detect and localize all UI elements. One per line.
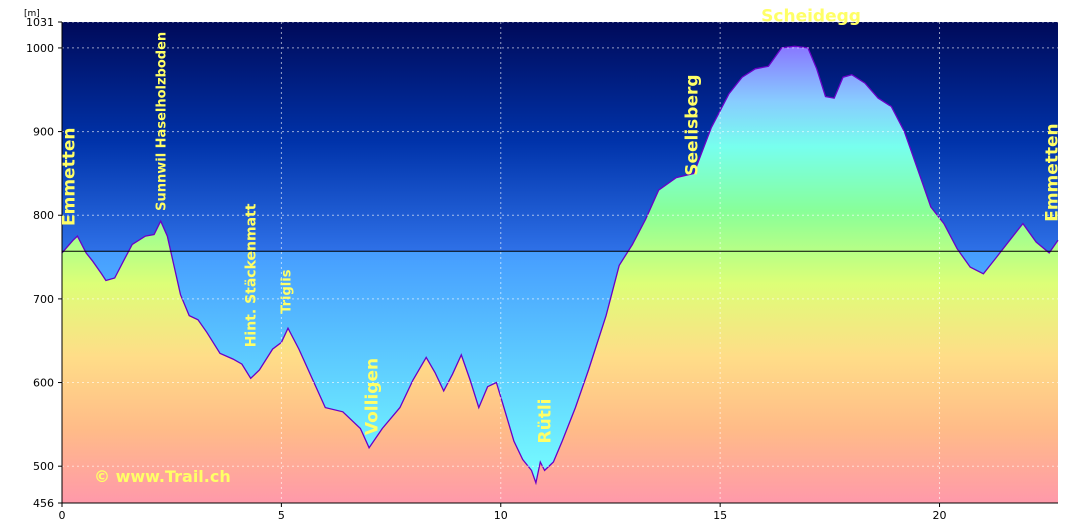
place-label-4: Volligen — [362, 358, 382, 435]
copyright-label: © www.Trail.ch — [94, 467, 231, 486]
x-tick-label: 15 — [713, 509, 727, 522]
profile-line — [61, 45, 1059, 486]
x-tick-label: 10 — [494, 509, 508, 522]
place-label-5: Rütli — [536, 399, 556, 444]
y-tick-label: 700 — [33, 293, 54, 306]
y-tick-label: 600 — [33, 377, 54, 390]
y-tick-label: 456 — [33, 497, 54, 510]
y-tick-label: 1000 — [26, 42, 54, 55]
place-label-8: Emmetten — [1042, 123, 1062, 221]
y-tick-label: 800 — [33, 209, 54, 222]
y-tick-label: 500 — [33, 460, 54, 473]
x-tick-label: 5 — [278, 509, 285, 522]
x-tick-label: 20 — [933, 509, 947, 522]
place-label-1: Sunnwil Haselholzboden — [154, 32, 169, 211]
x-tick-label: 0 — [59, 509, 66, 522]
place-labels: Emmetten Sunnwil Haselholzboden Hint. Stäc… — [60, 6, 1063, 443]
place-label-3: Triglis — [279, 269, 294, 314]
axis-ticks: 0 5 10 15 20 456 500 600 700 800 900 1000 1031 — [26, 16, 947, 522]
terrain-area — [62, 46, 1058, 504]
place-label-7: Scheidegg — [761, 6, 861, 26]
grid-lines — [62, 21, 1058, 503]
y-tick-label: 1031 — [26, 16, 54, 29]
place-label-0: Emmetten — [60, 128, 80, 226]
lake-area — [62, 251, 1051, 483]
y-tick-label: 900 — [33, 126, 54, 139]
place-label-2: Hint. Stäckenmatt — [244, 203, 260, 347]
place-label-6: Seelisberg — [683, 74, 703, 175]
y-unit-label: [m] — [24, 9, 40, 19]
